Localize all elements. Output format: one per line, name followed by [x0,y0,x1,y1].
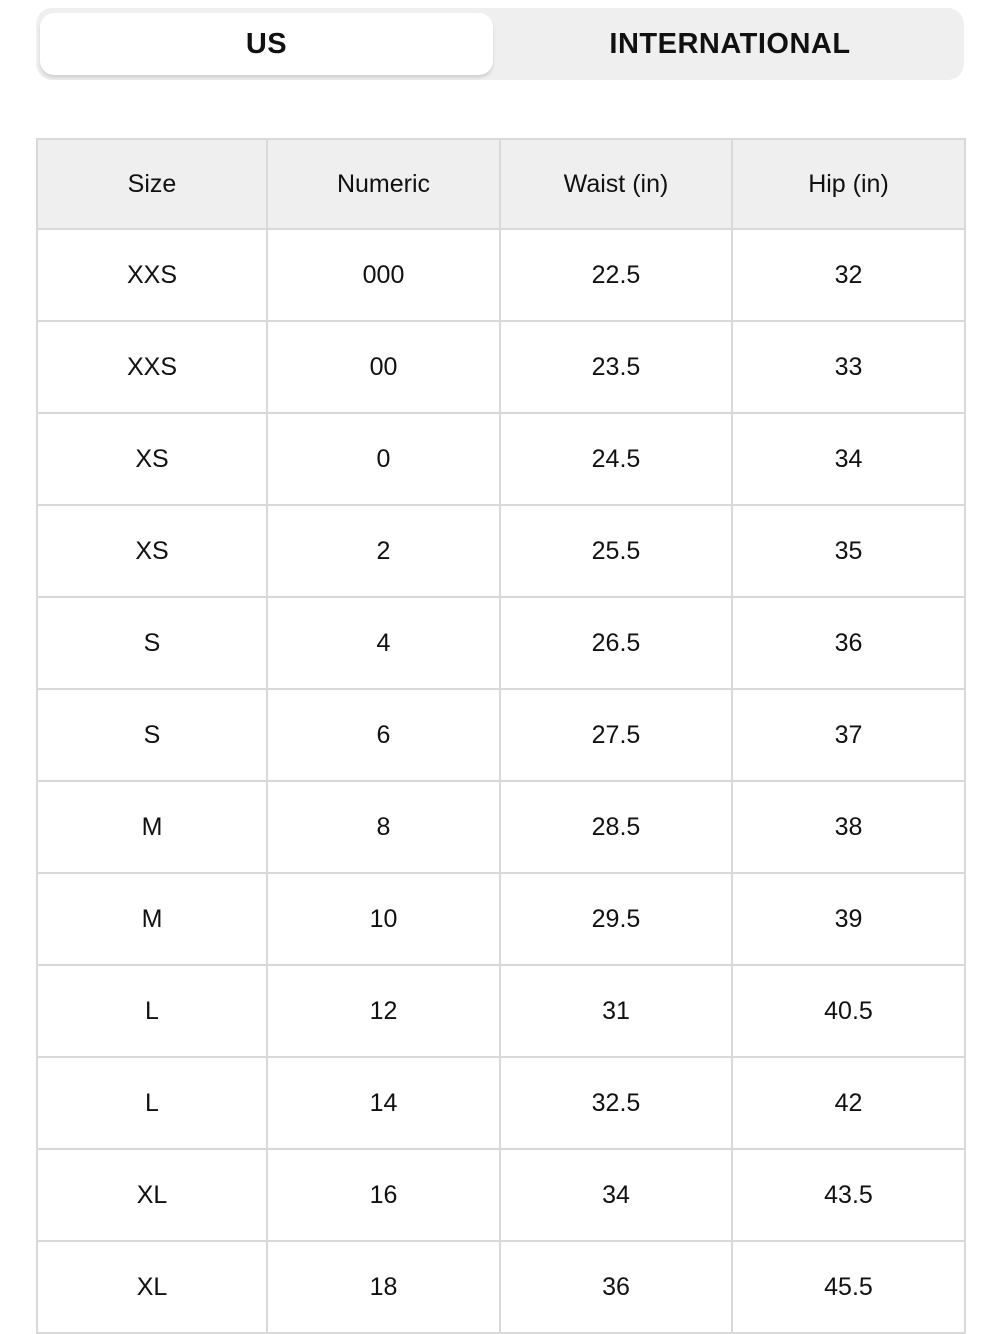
table-row: XS 2 25.5 35 [36,504,966,598]
cell-size: M [36,872,268,966]
table-header-row: Size Numeric Waist (in) Hip (in) [36,138,966,230]
cell-size: S [36,596,268,690]
table-row: S 6 27.5 37 [36,688,966,782]
cell-size: S [36,688,268,782]
cell-hip: 33 [731,320,966,414]
cell-waist: 25.5 [499,504,733,598]
cell-waist: 29.5 [499,872,733,966]
header-size: Size [36,138,268,230]
table-row: L 14 32.5 42 [36,1056,966,1150]
cell-hip: 32 [731,228,966,322]
cell-numeric: 14 [266,1056,501,1150]
region-toggle: US INTERNATIONAL [36,8,964,80]
cell-size: L [36,1056,268,1150]
cell-hip: 34 [731,412,966,506]
size-chart-table: Size Numeric Waist (in) Hip (in) XXS 000 2… [36,138,966,1334]
cell-numeric: 6 [266,688,501,782]
cell-size: XS [36,504,268,598]
header-numeric: Numeric [266,138,501,230]
table-row: XL 18 36 45.5 [36,1240,966,1334]
table-row: XXS 00 23.5 33 [36,320,966,414]
cell-waist: 24.5 [499,412,733,506]
cell-waist: 28.5 [499,780,733,874]
cell-numeric: 0 [266,412,501,506]
cell-numeric: 16 [266,1148,501,1242]
cell-numeric: 4 [266,596,501,690]
table-row: S 4 26.5 36 [36,596,966,690]
cell-waist: 34 [499,1148,733,1242]
cell-hip: 39 [731,872,966,966]
table-row: M 10 29.5 39 [36,872,966,966]
table-row: L 12 31 40.5 [36,964,966,1058]
cell-size: M [36,780,268,874]
cell-numeric: 8 [266,780,501,874]
table-row: XS 0 24.5 34 [36,412,966,506]
cell-size: XXS [36,320,268,414]
tab-international[interactable]: INTERNATIONAL [609,27,851,60]
cell-size: XS [36,412,268,506]
cell-waist: 22.5 [499,228,733,322]
cell-hip: 42 [731,1056,966,1150]
cell-numeric: 2 [266,504,501,598]
cell-numeric: 18 [266,1240,501,1334]
cell-size: L [36,964,268,1058]
cell-hip: 37 [731,688,966,782]
cell-waist: 32.5 [499,1056,733,1150]
cell-hip: 36 [731,596,966,690]
cell-numeric: 000 [266,228,501,322]
cell-hip: 38 [731,780,966,874]
cell-numeric: 00 [266,320,501,414]
cell-waist: 36 [499,1240,733,1334]
cell-hip: 35 [731,504,966,598]
header-waist: Waist (in) [499,138,733,230]
table-row: XL 16 34 43.5 [36,1148,966,1242]
cell-waist: 23.5 [499,320,733,414]
cell-numeric: 12 [266,964,501,1058]
cell-waist: 31 [499,964,733,1058]
header-hip: Hip (in) [731,138,966,230]
cell-waist: 27.5 [499,688,733,782]
cell-size: XXS [36,228,268,322]
cell-waist: 26.5 [499,596,733,690]
cell-hip: 43.5 [731,1148,966,1242]
tab-us[interactable]: US [40,13,493,75]
cell-size: XL [36,1148,268,1242]
cell-hip: 45.5 [731,1240,966,1334]
table-row: XXS 000 22.5 32 [36,228,966,322]
cell-size: XL [36,1240,268,1334]
cell-numeric: 10 [266,872,501,966]
table-row: M 8 28.5 38 [36,780,966,874]
cell-hip: 40.5 [731,964,966,1058]
